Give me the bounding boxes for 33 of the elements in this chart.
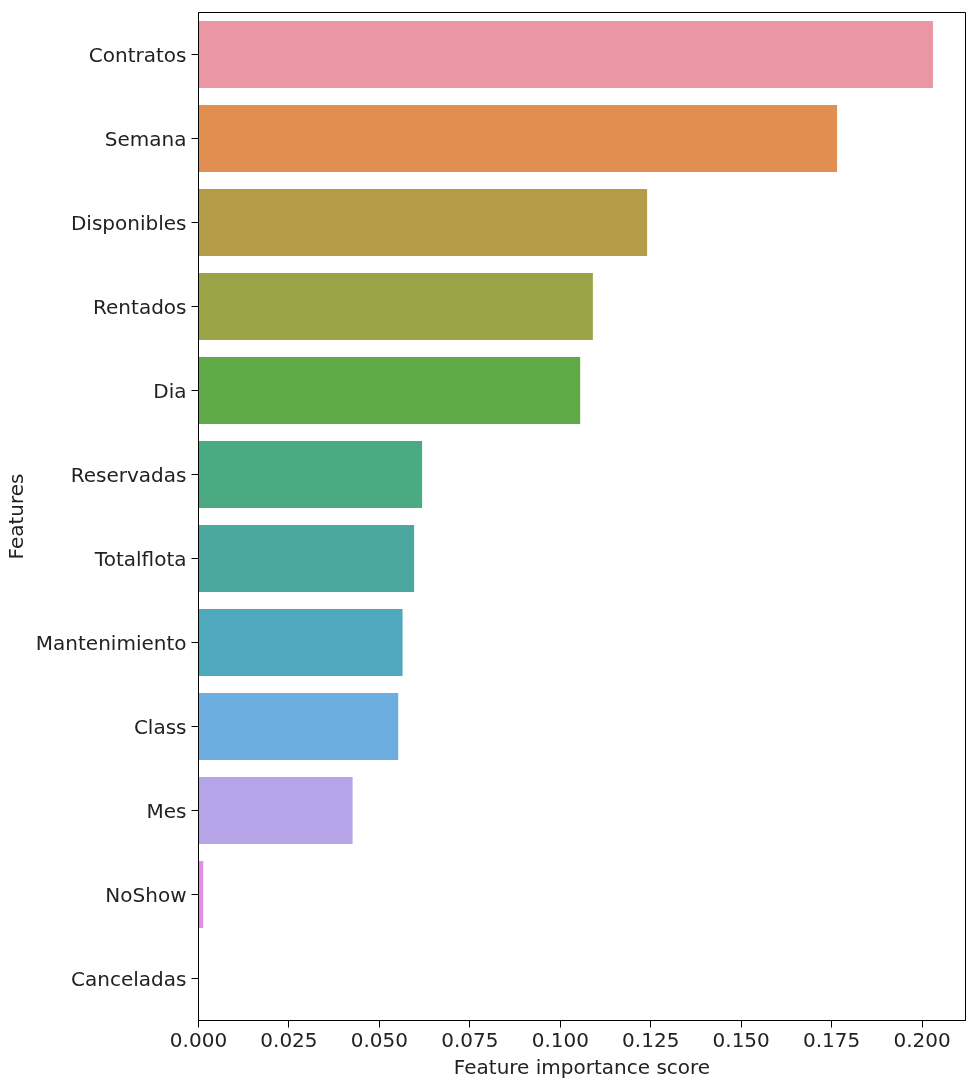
y-tick-label: Mantenimiento [35,630,187,655]
x-tick-label: 0.050 [350,1027,409,1052]
y-tick-label: Dia [153,378,187,403]
x-tick-label: 0.125 [622,1027,680,1052]
y-tick-label: Rentados [93,294,187,319]
bar [198,20,933,89]
x-axis-title: Feature importance score [453,1054,711,1079]
x-tick-label: 0.150 [712,1027,770,1052]
y-tick-label: Canceladas [71,966,187,991]
bar [198,104,838,173]
x-tick-label: 0.200 [893,1027,951,1052]
y-axis-title: Features [3,473,28,560]
y-tick-label: Class [133,714,187,739]
x-tick-label: 0.025 [260,1027,318,1052]
y-tick-label: Contratos [88,42,187,67]
x-tick-label: 0.175 [803,1027,861,1052]
bar [198,524,415,593]
bar [198,272,593,341]
y-tick-label: Mes [146,798,187,823]
x-tick-label: 0.075 [441,1027,499,1052]
y-tick-label: Totalflota [93,546,187,571]
y-tick-label: Reservadas [70,462,187,487]
x-tick-label: 0.000 [169,1027,228,1052]
bar [198,608,403,677]
y-tick-label: NoShow [105,882,187,907]
bar [198,692,399,761]
bar [198,188,648,257]
bar [198,356,581,425]
bar [198,776,353,845]
y-tick-label: Disponibles [70,210,187,235]
x-tick-label: 0.100 [531,1027,589,1052]
bar [198,440,423,509]
y-tick-label: Semana [104,126,187,151]
